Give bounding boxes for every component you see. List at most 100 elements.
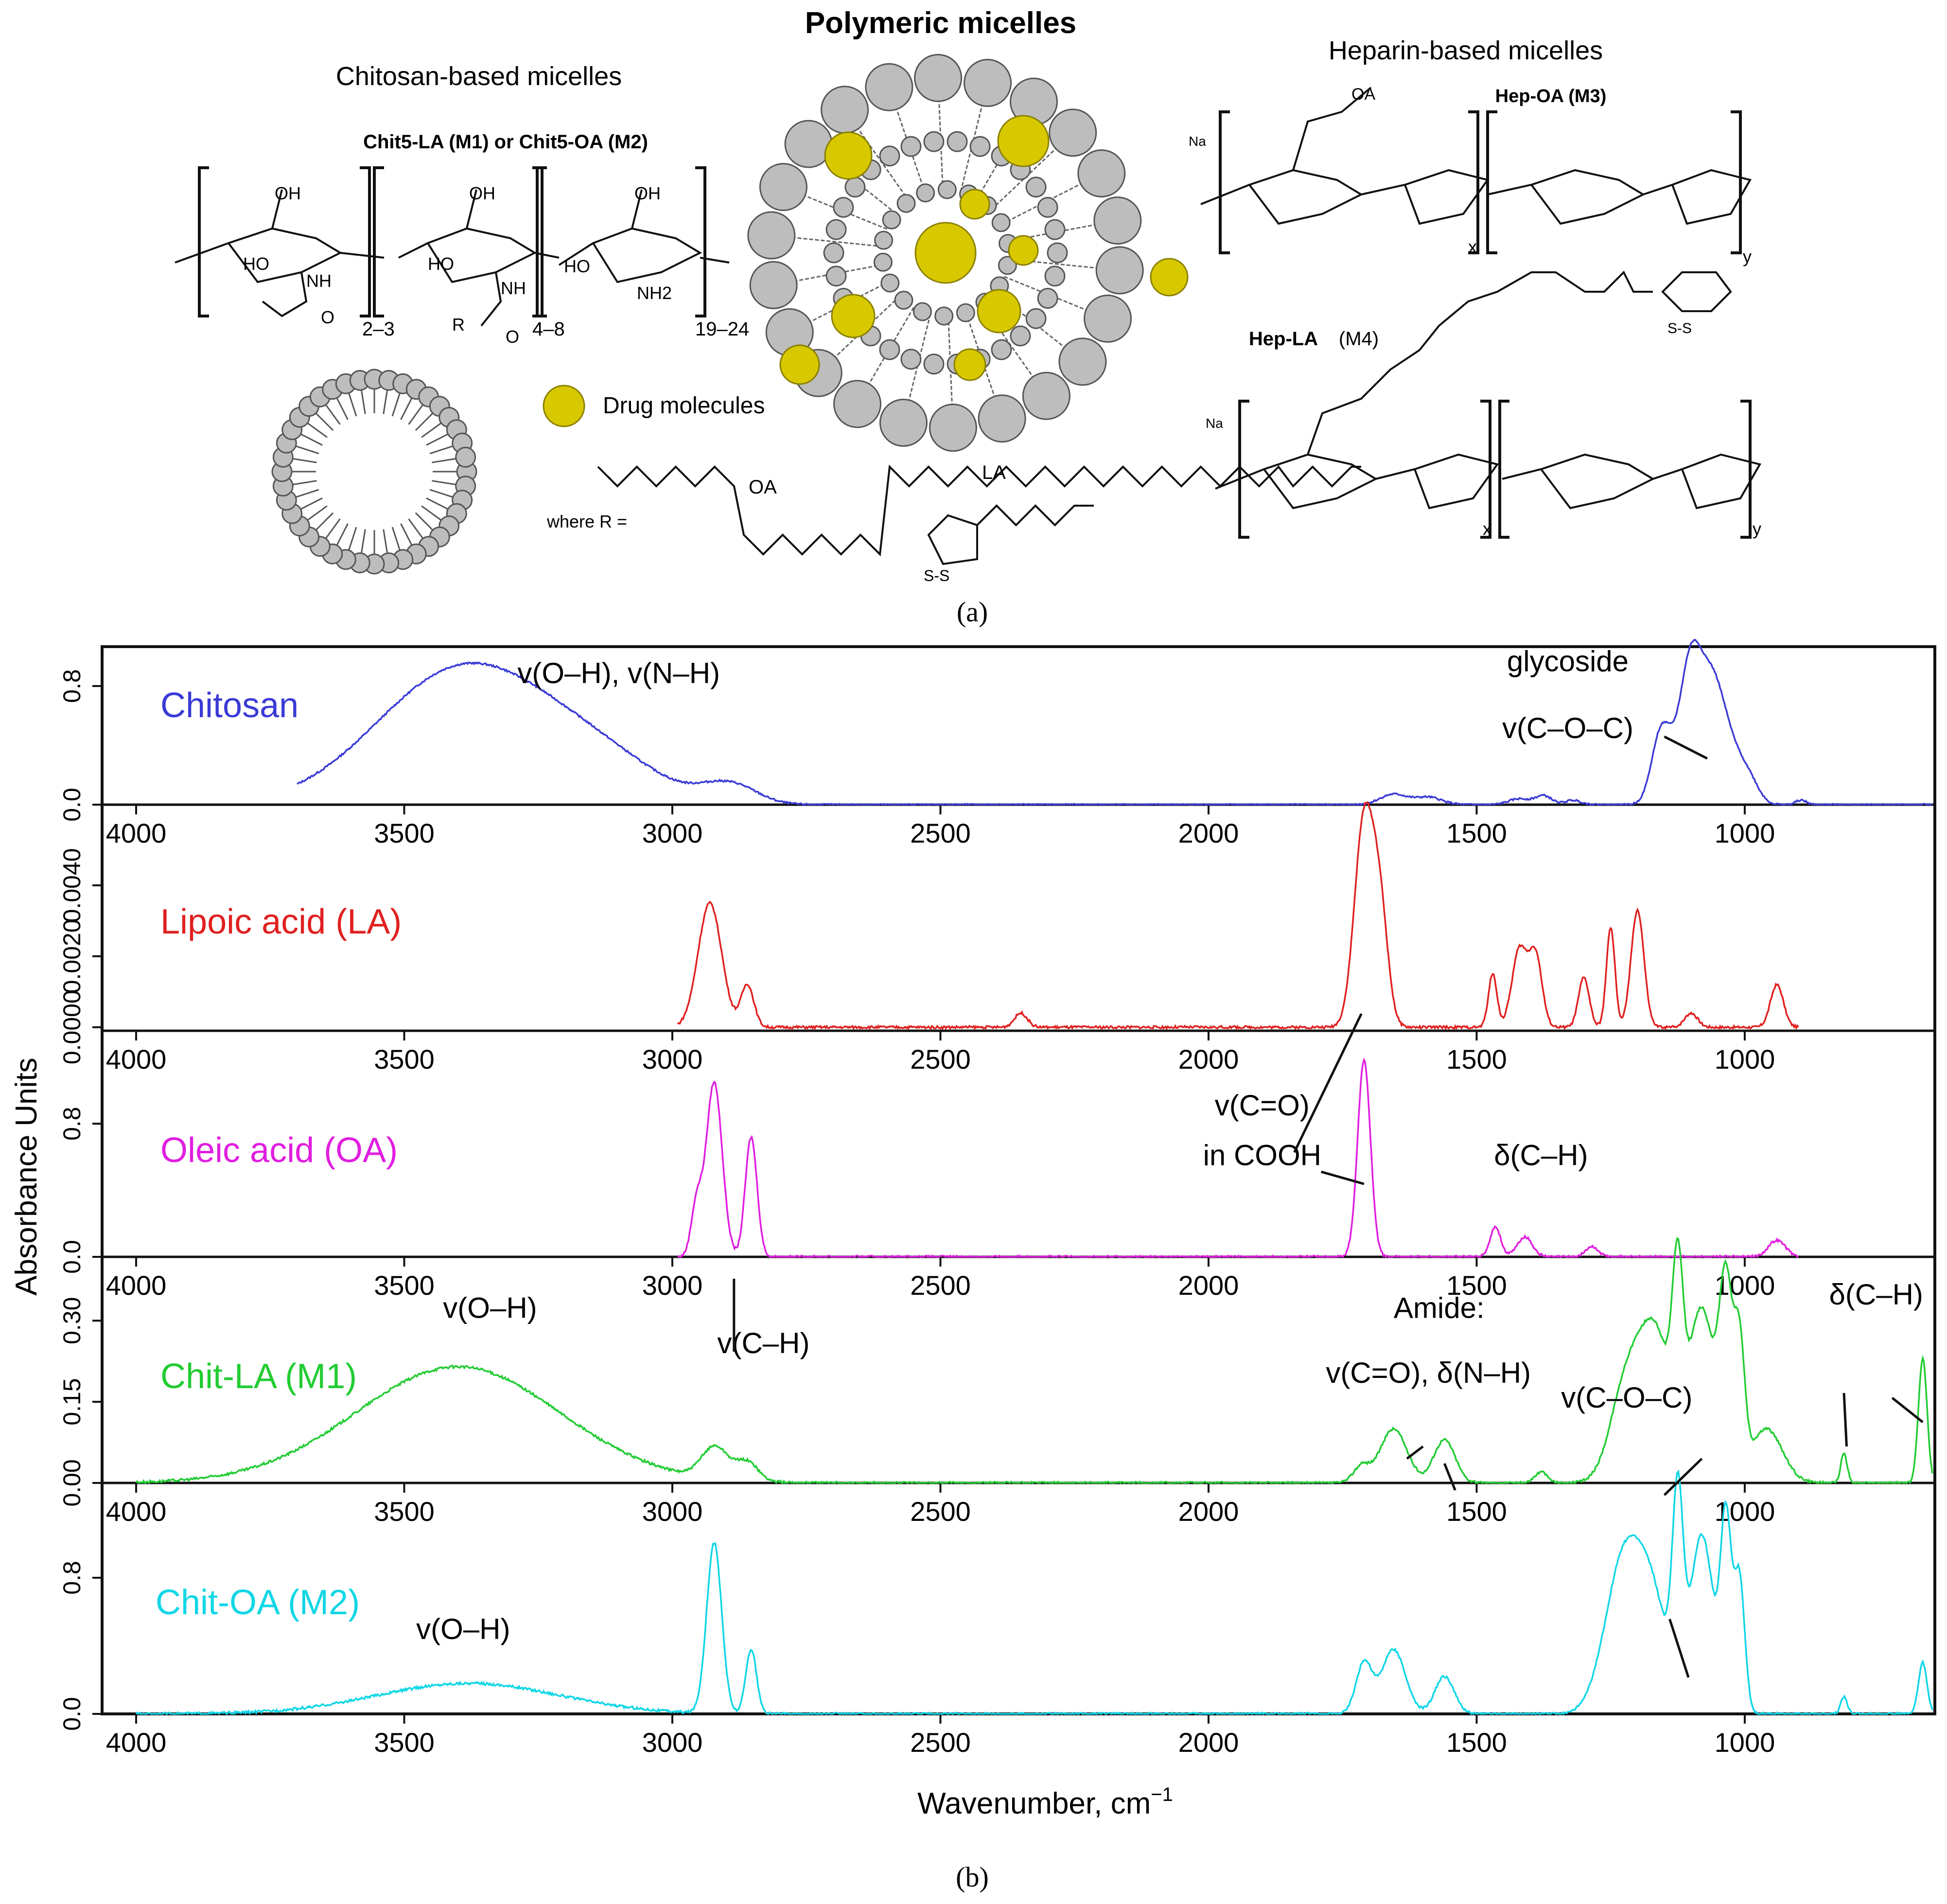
peak-annotation: δ(C–H) — [1829, 1278, 1923, 1311]
chem-nh2: NH2 — [637, 283, 672, 303]
x-axis-label: Wavenumber, cm−1 — [917, 1784, 1173, 1820]
x-tick-label: 2000 — [1178, 1496, 1239, 1527]
x-tick-label: 3000 — [642, 818, 703, 848]
chem-r: R — [452, 315, 465, 335]
annotation-leader-line — [1664, 735, 1708, 760]
micelle-core-head — [998, 256, 1017, 275]
peak-annotation: glycoside — [1507, 645, 1629, 678]
x-tick-label: 1000 — [1715, 818, 1775, 848]
x-tick-label: 3500 — [374, 1044, 435, 1075]
micelle-inner-head — [1025, 176, 1047, 198]
annotation-leader-line — [1668, 1619, 1690, 1678]
spectrum-line — [677, 1057, 1799, 1258]
hep-la-ss: S-S — [1667, 320, 1692, 336]
micelle-inner-head — [1037, 288, 1058, 309]
micelle-outer-head — [879, 398, 928, 447]
micelle-inner-head — [823, 242, 844, 264]
micelle-tail — [844, 109, 910, 202]
x-tick-label: 2000 — [1178, 1727, 1239, 1758]
annotation-leader-line — [1891, 1397, 1924, 1423]
micelle-inner-head — [833, 196, 854, 218]
micelle-inner-head — [947, 131, 968, 152]
micelle-drug-molecule — [959, 189, 990, 220]
x-tick-label: 2500 — [910, 1044, 971, 1075]
y-tick-label: 0.30 — [58, 1297, 86, 1344]
annotation-leader-line — [1842, 1393, 1848, 1447]
peak-annotation: v(O–H) — [416, 1613, 510, 1645]
spectrum-line — [677, 801, 1799, 1031]
micelle-outer-head — [1084, 294, 1132, 343]
micelle-outer-head — [1022, 371, 1070, 420]
x-tick-label: 2000 — [1178, 1270, 1239, 1301]
panel-a-schematic: Polymeric micelles Chitosan-based micell… — [175, 6, 1762, 628]
micelle-outer-head — [964, 59, 1012, 107]
micelle-drug-molecule — [914, 222, 977, 284]
peak-annotation: v(C–O–C) — [1561, 1381, 1692, 1414]
peak-annotation: v(C=O), δ(N–H) — [1326, 1357, 1531, 1389]
hep-la-code: (M4) — [1339, 328, 1379, 350]
x-tick-label: 3000 — [642, 1496, 703, 1527]
annotation-leader-line — [1293, 1013, 1363, 1153]
panel-a-caption: (a) — [957, 596, 988, 628]
x-tick-label: 2000 — [1178, 818, 1239, 848]
x-tick-label: 2500 — [910, 1270, 971, 1301]
chem-o-2: O — [506, 327, 519, 347]
micelle-inner-head — [1037, 196, 1058, 218]
x-tick-label: 1000 — [1715, 1270, 1775, 1301]
micelle-core-head — [874, 230, 894, 250]
micelle-inner-head — [1044, 219, 1066, 240]
x-axis-label-sup: −1 — [1151, 1784, 1173, 1805]
peak-annotation: v(O–H) — [443, 1292, 537, 1324]
micelle-core-head — [991, 213, 1011, 232]
y-tick-label: 0.0 — [58, 1240, 86, 1274]
x-tick-label: 1000 — [1715, 1044, 1775, 1075]
micelle-core-head — [916, 183, 935, 203]
la-structure-label: LA — [982, 462, 1006, 483]
series-name-label: Chitosan — [160, 686, 298, 725]
where-r-label: where R = — [546, 511, 627, 531]
chem-o-1: O — [321, 307, 334, 327]
polymeric-micelles-title: Polymeric micelles — [805, 6, 1076, 40]
annotation-leader-line — [1443, 1463, 1456, 1491]
repeat-19-24: 19–24 — [695, 318, 749, 340]
heparin-heading: Heparin-based micelles — [1329, 36, 1603, 65]
vesicle-illustration — [271, 369, 477, 575]
micelle-tail — [991, 132, 1073, 210]
micelle-tail — [902, 314, 931, 423]
x-tick-label: 1500 — [1446, 1496, 1507, 1527]
ftir-panel: 0.0 0.8 4000 3500 3000 2500 2000 1500 1000 Chit-O… — [58, 1381, 1935, 1758]
series-name-label: Lipoic acid (LA) — [160, 902, 402, 941]
micelle-core-head — [937, 180, 957, 199]
x-tick-label: 4000 — [106, 818, 167, 848]
micelle-inner-head — [923, 353, 945, 375]
y-tick-label: 0.0000 — [58, 990, 86, 1064]
y-axis-label: Absorbance Units — [10, 1058, 43, 1295]
repeat-4-8: 4–8 — [532, 318, 565, 340]
x-tick-label: 4000 — [106, 1270, 167, 1301]
micelle-outer-head — [833, 380, 882, 428]
repeat-2-3: 2–3 — [362, 318, 395, 340]
la-ss-label: S-S — [924, 567, 949, 584]
ftir-panel: 0.00 0.15 0.30 4000 3500 3000 2500 2000 1500 1000… — [58, 1237, 1935, 1527]
micelle-tail — [771, 234, 883, 247]
peak-annotation: δ(C–H) — [1494, 1139, 1588, 1172]
x-tick-label: 2500 — [910, 1727, 971, 1758]
x-axis-label-text: Wavenumber, cm — [917, 1787, 1151, 1820]
micelle-outer-head — [759, 163, 807, 212]
y-tick-label: 0.0 — [58, 788, 86, 822]
series-name-label: Oleic acid (OA) — [160, 1131, 398, 1170]
peak-annotation: in COOH — [1203, 1139, 1321, 1172]
series-name-label: Chit-LA (M1) — [160, 1357, 357, 1396]
micelle-inner-head — [1047, 242, 1068, 264]
micelle-outer-head — [749, 261, 798, 309]
micelle-inner-head — [923, 131, 945, 152]
chitosan-structure: OH OH OH HO HO HO NH NH NH2 O R O 2–3 4–… — [175, 166, 749, 347]
chitosan-heading: Chitosan-based micelles — [336, 62, 622, 91]
annotation-leader-line — [1406, 1446, 1424, 1460]
x-tick-label: 3000 — [642, 1727, 703, 1758]
micelle-outer-head — [1058, 337, 1107, 386]
y-tick-label: 0.8 — [58, 1107, 86, 1141]
micelle-inner-head — [825, 219, 847, 240]
peak-annotation: v(C–O–C) — [1502, 712, 1633, 744]
